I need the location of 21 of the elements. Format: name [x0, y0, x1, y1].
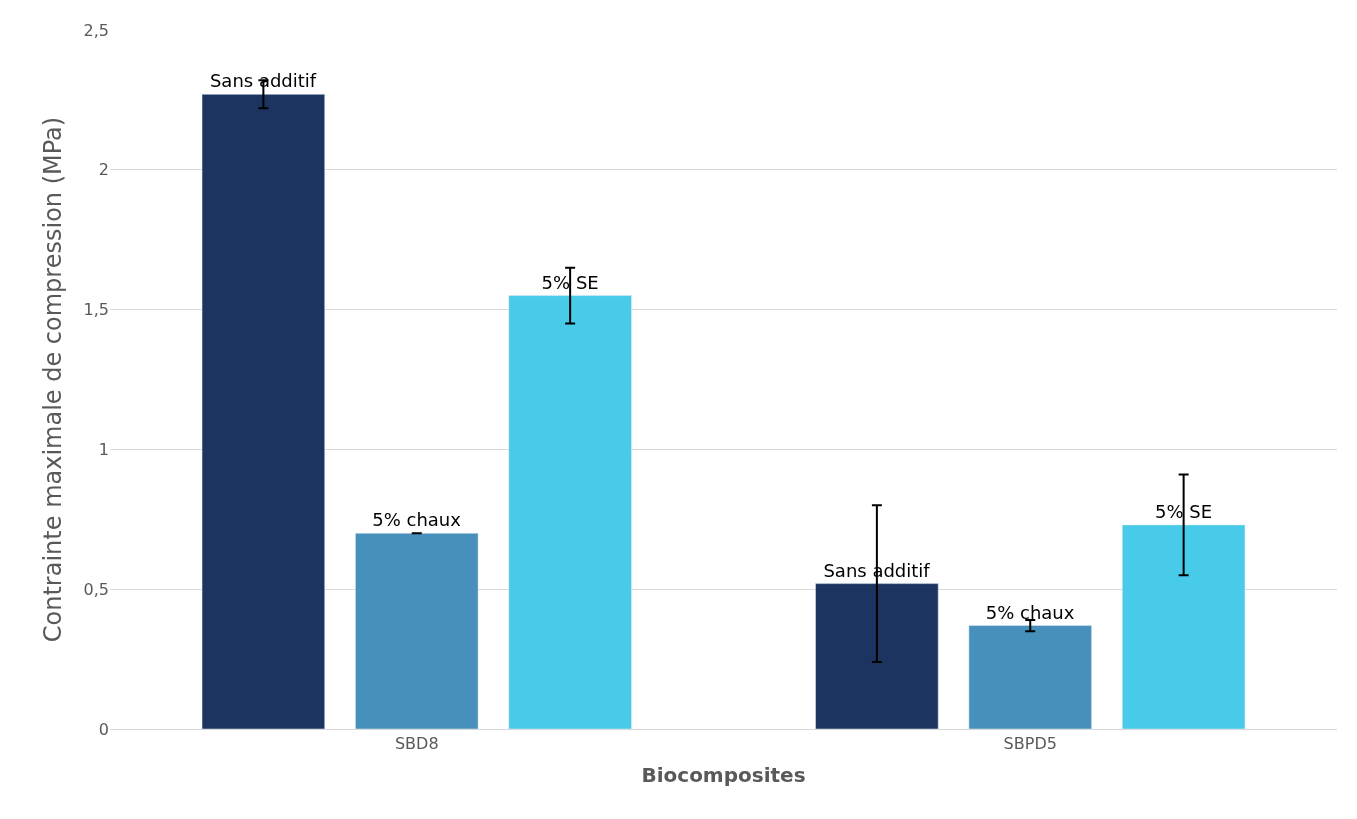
y-tick-label: 0 [98, 719, 109, 739]
x-axis-title: Biocomposites [641, 762, 806, 787]
y-tick-label: 1,5 [83, 300, 109, 320]
series-label: 5% SE [541, 271, 599, 293]
x-tick-label: SBPD5 [1003, 734, 1057, 754]
y-tick-label: 2,5 [83, 20, 109, 40]
y-tick-label: 2 [98, 160, 109, 180]
text: 5% SE [1155, 500, 1213, 522]
bar [1122, 524, 1246, 729]
text: 5% chaux [985, 601, 1075, 623]
bar [201, 94, 325, 729]
bar [815, 583, 939, 729]
bar [355, 533, 479, 729]
series-label: Sans additif [209, 70, 317, 92]
y-tick-label: 1 [98, 440, 109, 459]
bar [968, 625, 1092, 729]
x-tick-label: SBD8 [394, 734, 439, 754]
y-tick-label: 0,5 [83, 579, 109, 599]
series-label: 5% chaux [372, 509, 462, 531]
bar [508, 295, 632, 729]
y-axis-title: Contrainte maximale de compression (MPa) [38, 116, 67, 643]
